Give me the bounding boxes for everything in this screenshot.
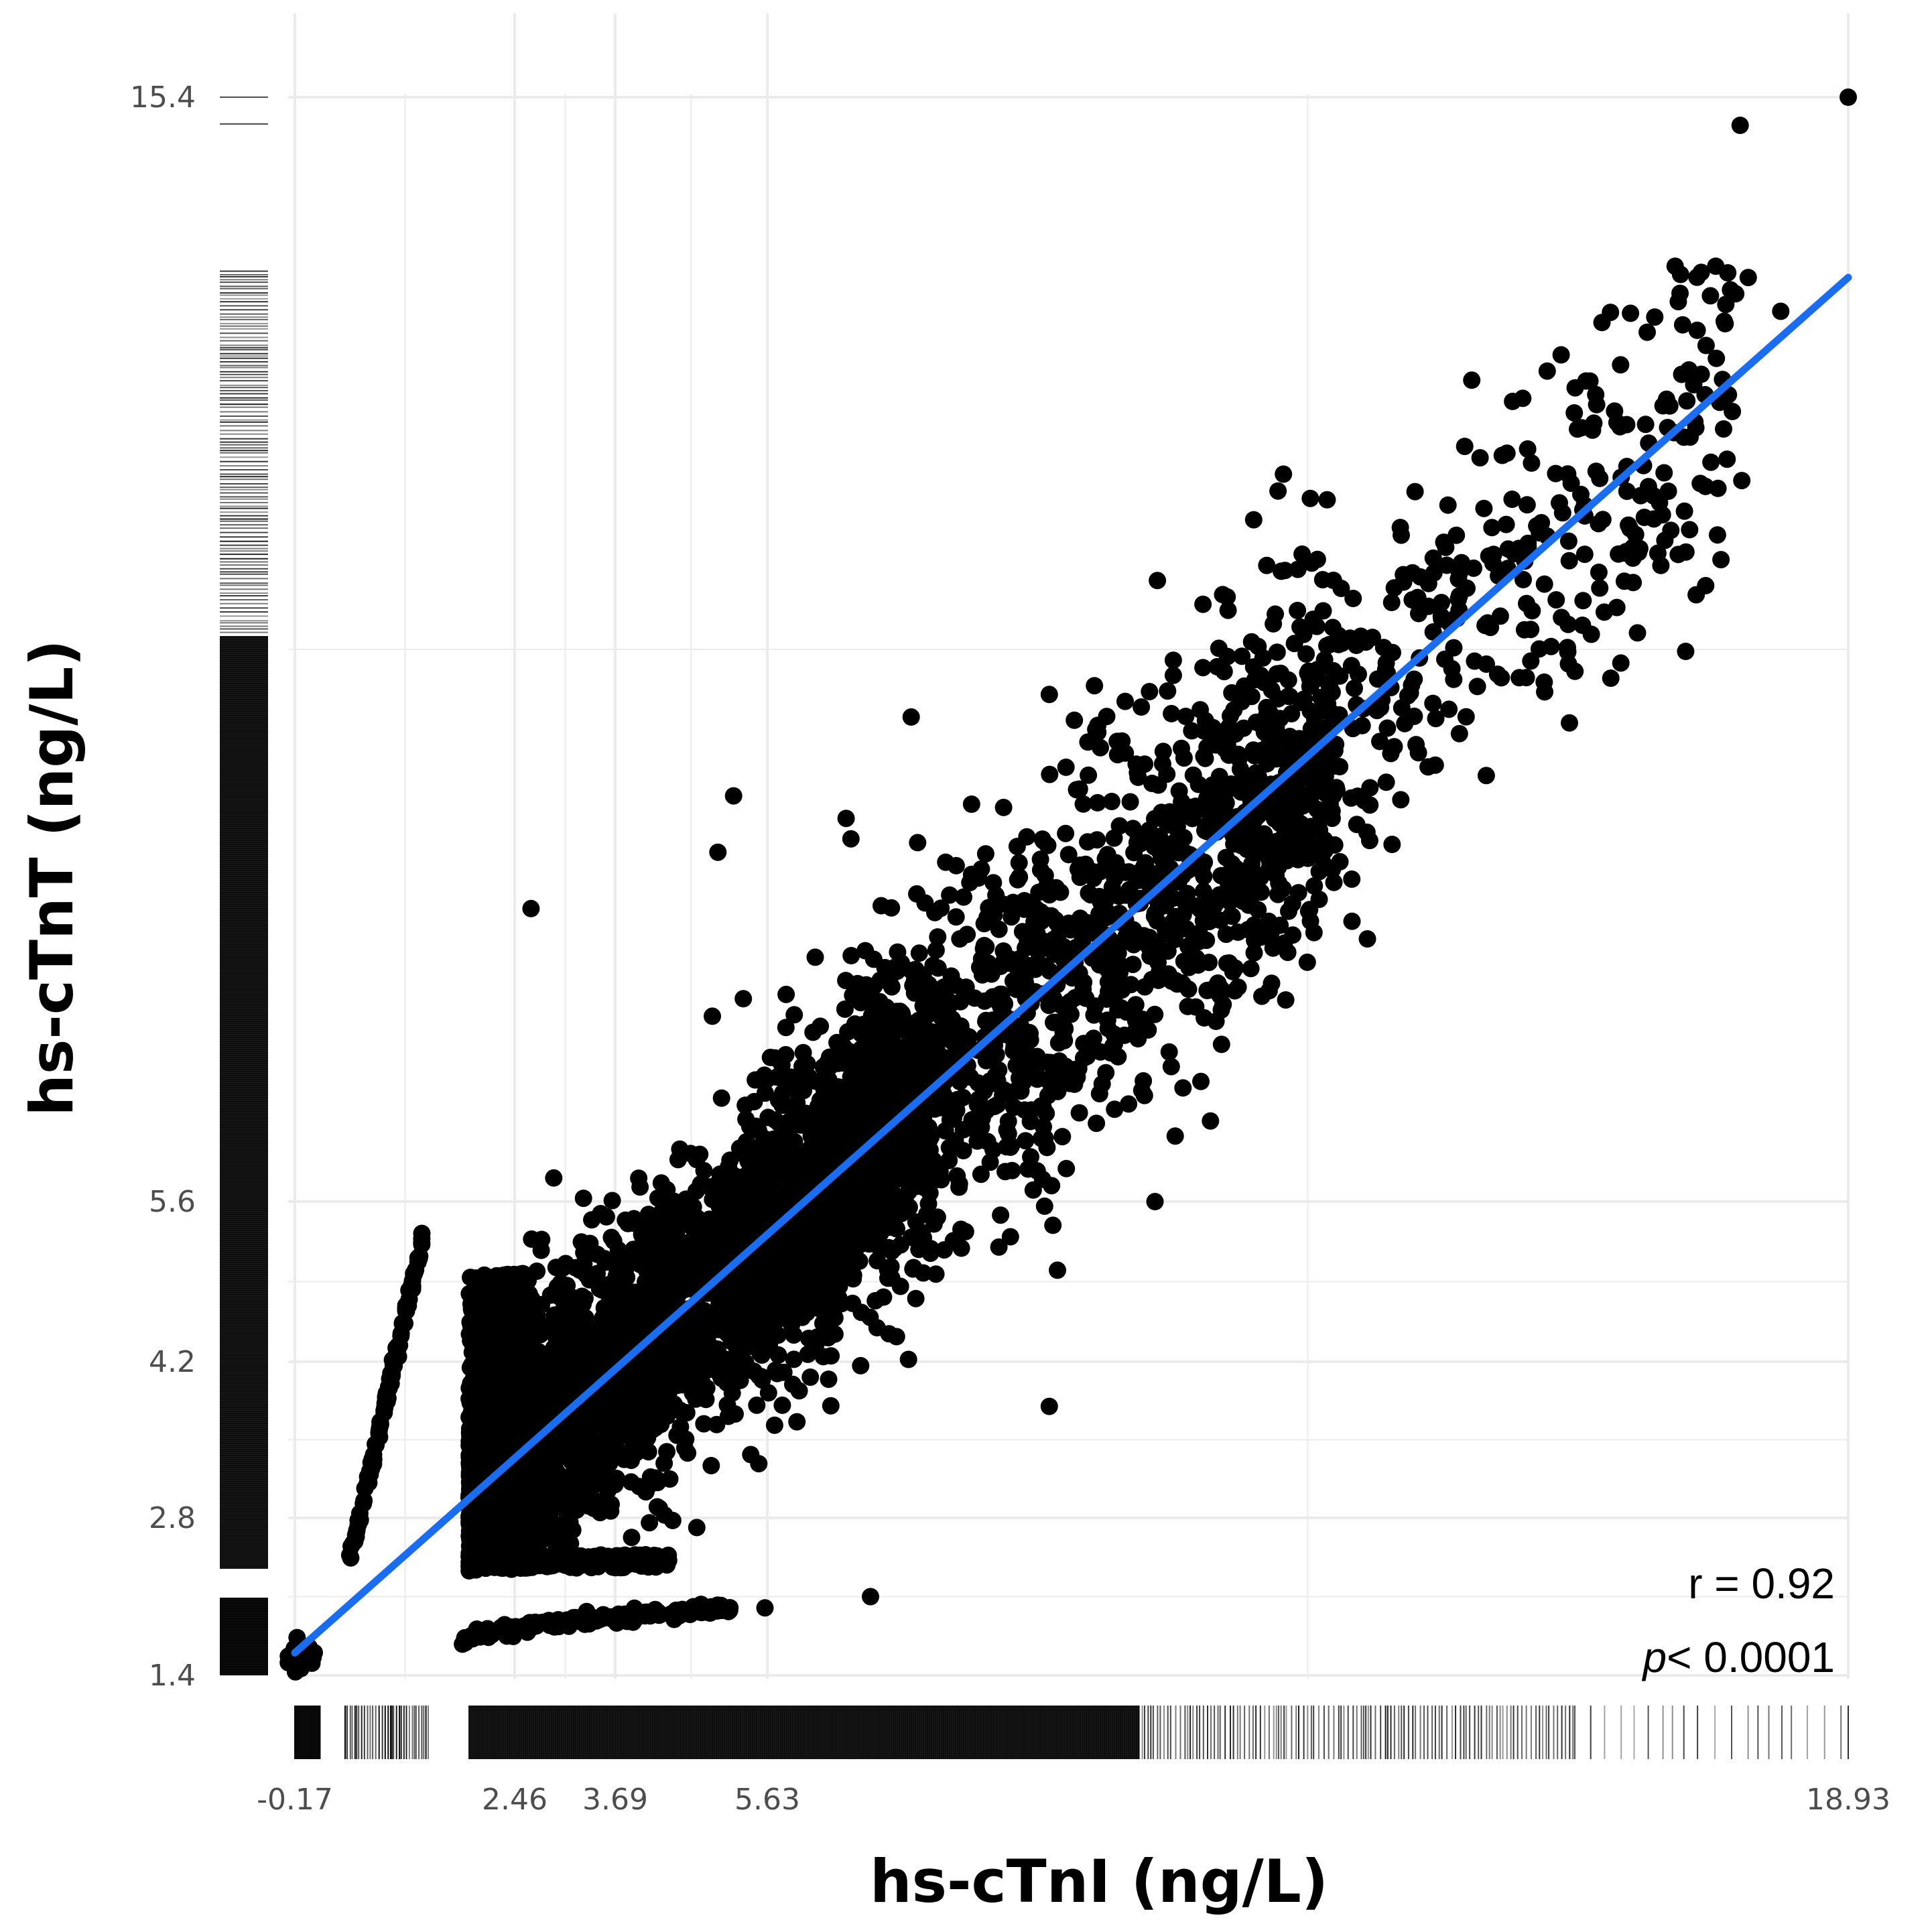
y-rug-plot: [220, 97, 268, 1675]
data-point: [586, 1476, 604, 1494]
data-point: [630, 1169, 648, 1188]
data-point: [547, 1259, 565, 1277]
data-point: [693, 1374, 711, 1392]
data-point: [600, 1467, 618, 1485]
data-point: [642, 1348, 660, 1366]
data-point: [716, 1206, 733, 1224]
data-point: [592, 1205, 610, 1222]
data-point: [704, 1007, 721, 1025]
data-point: [836, 1000, 854, 1018]
data-point: [641, 1468, 659, 1486]
data-point: [550, 1288, 568, 1306]
data-point: [696, 1213, 714, 1231]
data-point: [574, 1190, 592, 1208]
data-point: [593, 1281, 611, 1299]
data-point: [602, 1502, 620, 1520]
data-point: [687, 1182, 705, 1200]
data-point: [631, 1372, 649, 1389]
data-point: [656, 1243, 674, 1261]
data-point: [576, 1289, 594, 1307]
data-point: [679, 1251, 697, 1269]
data-point: [682, 1145, 700, 1163]
data-point: [695, 1415, 713, 1433]
data-point: [580, 1271, 598, 1289]
data-point: [620, 1423, 638, 1441]
data-point: [589, 1322, 607, 1340]
data-point: [842, 947, 860, 964]
data-point: [640, 1216, 658, 1234]
data-point: [651, 1259, 669, 1277]
data-point: [682, 1271, 700, 1289]
data-point: [585, 1499, 603, 1517]
data-point: [708, 1415, 726, 1433]
data-point: [927, 941, 945, 959]
data-point: [655, 1229, 673, 1247]
data-point: [712, 1089, 730, 1107]
data-point: [734, 990, 753, 1008]
data-point: [568, 1474, 586, 1492]
data-point: [726, 1405, 744, 1423]
data-point: [638, 1273, 656, 1290]
data-point: [648, 1498, 666, 1516]
data-point: [678, 1404, 696, 1422]
data-point: [919, 1195, 938, 1213]
data-point: [679, 1444, 697, 1462]
data-point: [663, 1511, 682, 1529]
data-point: [643, 1421, 661, 1439]
data-point: [707, 1181, 725, 1198]
data-point: [639, 1236, 657, 1254]
data-point: [615, 1386, 633, 1404]
data-point: [668, 1426, 686, 1444]
data-point: [623, 1214, 641, 1232]
data-point: [603, 1192, 621, 1210]
data-point: [641, 1514, 659, 1532]
data-point: [612, 1259, 630, 1276]
data-point: [572, 1233, 590, 1251]
x-rug-plot: [294, 1706, 1849, 1759]
data-point: [558, 1377, 575, 1395]
data-point: [924, 956, 942, 974]
data-point: [623, 1529, 641, 1547]
data-point: [658, 1443, 675, 1461]
data-point: [570, 1325, 588, 1343]
data-point: [545, 1169, 563, 1187]
data-point: [702, 1457, 720, 1474]
data-point: [682, 1204, 700, 1222]
data-point: [706, 1350, 724, 1368]
data-point: [659, 1299, 676, 1317]
data-points: [279, 88, 1857, 1681]
data-point: [602, 1228, 621, 1246]
data-point: [884, 1184, 902, 1202]
data-point: [718, 1374, 736, 1392]
data-point: [622, 1473, 640, 1491]
data-point: [858, 992, 877, 1011]
data-point: [748, 1396, 766, 1414]
